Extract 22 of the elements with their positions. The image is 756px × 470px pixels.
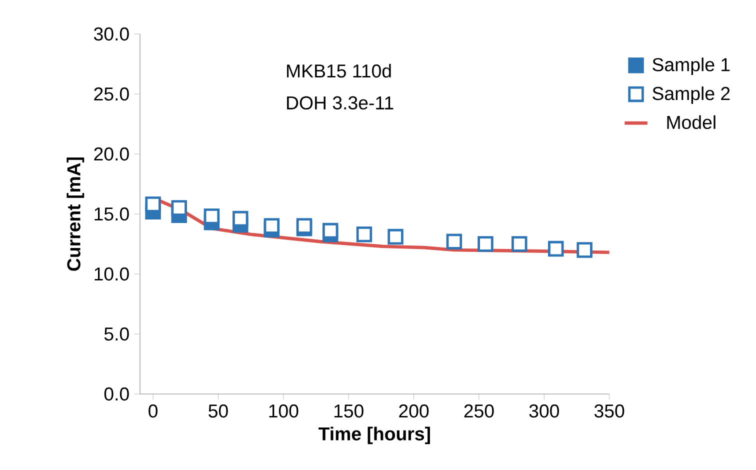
- y-tick-label: 15.0: [94, 207, 129, 221]
- legend-label: Model: [667, 115, 716, 130]
- x-tick-label: 300: [529, 404, 559, 418]
- x-tick-label: 150: [334, 404, 364, 418]
- legend-label: Sample 2: [652, 86, 730, 104]
- y-tick-label: 20.0: [94, 147, 129, 161]
- y-tick-label: 25.0: [94, 87, 129, 101]
- x-tick-label: 50: [208, 404, 228, 418]
- x-tick-label: 250: [464, 404, 494, 418]
- y-axis-title: Current [mA]: [66, 158, 84, 271]
- annotation: MKB15 110d: [287, 64, 391, 78]
- y-tick-label: 5.0: [104, 327, 129, 341]
- y-tick-label: 0.0: [104, 387, 129, 401]
- x-tick-label: 200: [399, 404, 429, 418]
- x-tick-label: 350: [594, 404, 624, 418]
- annotation: DOH 3.3e-11: [287, 96, 394, 110]
- legend-label: Sample 1: [652, 58, 730, 75]
- x-axis-title: Time [hours]: [318, 426, 430, 444]
- x-tick-label: 0: [148, 404, 158, 418]
- x-tick-label: 100: [269, 404, 298, 418]
- y-tick-label: 30.0: [94, 27, 129, 41]
- y-tick-label: 10.0: [94, 267, 129, 281]
